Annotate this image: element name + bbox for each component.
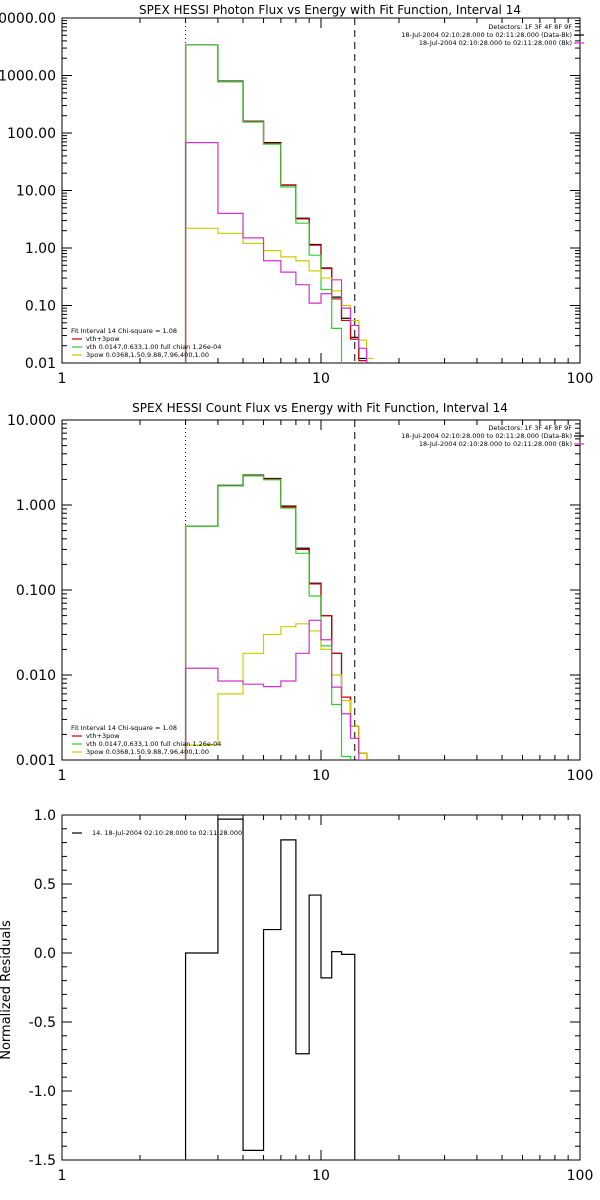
residuals-y-tick-label: 0.5 — [34, 877, 56, 893]
photon-y-tick-label: 0.01 — [25, 356, 56, 372]
photon-legend-bottom-3: 3pow 0.0368,1.50,9.88,7.96,400,1.00 — [86, 351, 209, 359]
photon-x-tick-label: 100 — [567, 371, 594, 387]
count-legend-top-0: 18-Jul-2004 02:10:28.000 to 02:11:28.000… — [401, 432, 572, 440]
residuals-y-tick-label: -1.5 — [29, 1153, 56, 1169]
count-legend-bottom-1: vth+3pow — [86, 732, 120, 740]
residuals-plot-frame — [61, 814, 581, 1161]
photon-y-tick-label: 100.00 — [7, 126, 56, 142]
residuals-y-tick-label: -0.5 — [29, 1015, 56, 1031]
photon-series-data-bk — [184, 44, 368, 363]
count-plot-content: 1 10 100 0.001 0.010 0.100 1.000 10.000 — [7, 413, 594, 784]
residuals-x-tick-label: 100 — [567, 1168, 594, 1184]
count-flux-panel: SPEX HESSI Count Flux vs Energy with Fit… — [7, 401, 594, 784]
photon-y-tick-label: 10000.00 — [0, 11, 56, 27]
count-x-tick-label: 100 — [567, 768, 594, 784]
count-series-data-bk — [184, 474, 368, 760]
photon-chart-title: SPEX HESSI Photon Flux vs Energy with Fi… — [139, 3, 521, 17]
photon-plot-frame — [61, 17, 581, 364]
residuals-y-tick-label: 1.0 — [34, 808, 56, 824]
residuals-y-tick-label: 0.0 — [34, 946, 56, 962]
photon-series-vth — [184, 44, 343, 363]
photon-x-tick-label: 10 — [312, 371, 330, 387]
photon-series-3pow — [184, 227, 374, 363]
residuals-y-axis-label: Normalized Residuals — [0, 920, 14, 1060]
count-series-3pow — [184, 623, 368, 760]
photon-legend-top-1: 18-Jul-2004 02:10:28.000 to 02:11:28.000… — [419, 39, 572, 47]
residuals-x-tick-label: 1 — [58, 1168, 67, 1184]
residuals-series-residuals — [184, 818, 356, 1160]
photon-detectors-label: Detectors: 1F 3F 4F 8F 9F — [488, 23, 572, 31]
residuals-x-tick-label: 10 — [312, 1168, 330, 1184]
photon-y-tick-label: 0.10 — [25, 299, 56, 315]
count-legend-top-1: 18-Jul-2004 02:10:28.000 to 02:11:28.000… — [419, 440, 572, 448]
count-detectors-label: Detectors: 1F 3F 4F 8F 9F — [488, 424, 572, 432]
photon-legend-bottom-1: vth+3pow — [86, 335, 120, 343]
count-y-tick-label: 0.010 — [16, 668, 56, 684]
residuals-legend-0: 14. 18-Jul-2004 02:10:28.000 to 02:11:28… — [92, 829, 242, 837]
residuals-panel: 1 10 100 -1.5 -1.0 -0.5 0.0 0.5 1.0 Normalized R… — [0, 808, 594, 1184]
photon-y-tick-label: 10.00 — [16, 184, 56, 200]
count-y-tick-label: 10.000 — [7, 413, 56, 429]
count-legend-bottom-2: vth 0.0147,0.633,1.00 full chian 1.26e-0… — [86, 740, 221, 748]
photon-y-tick-label: 1.00 — [25, 241, 56, 257]
count-legend-bottom-3: 3pow 0.0368,1.50,9.88,7.96,400,1.00 — [86, 748, 209, 756]
count-chart-title: SPEX HESSI Count Flux vs Energy with Fit… — [132, 401, 508, 415]
count-y-tick-label: 0.001 — [16, 753, 56, 769]
photon-plot-content: 1 10 100 0.01 0.10 1.00 10.00 100.00 1000.00 1000… — [0, 11, 593, 387]
photon-legend-bottom-2: vth 0.0147,0.633,1.00 full chian 1.26e-0… — [86, 343, 221, 351]
photon-series-bk — [184, 142, 368, 363]
count-x-tick-label: 1 — [58, 768, 67, 784]
count-y-tick-label: 1.000 — [16, 498, 56, 514]
residuals-y-tick-label: -1.0 — [29, 1084, 56, 1100]
photon-legend-bottom-0: Fit Interval 14 Chi-square = 1.08 — [71, 327, 177, 335]
photon-y-tick-label: 1000.00 — [0, 69, 56, 85]
count-y-tick-label: 0.100 — [16, 583, 56, 599]
count-legend-bottom-0: Fit Interval 14 Chi-square = 1.08 — [71, 724, 177, 732]
photon-legend-top-0: 18-Jul-2004 02:10:28.000 to 02:11:28.000… — [401, 31, 572, 39]
count-series-bk — [184, 619, 368, 760]
count-x-tick-label: 10 — [312, 768, 330, 784]
photon-series-vth-3pow — [184, 44, 368, 363]
photon-flux-panel: SPEX HESSI Photon Flux vs Energy with Fi… — [0, 3, 593, 387]
count-series-vth — [184, 475, 352, 760]
residuals-plot-content: 1 10 100 -1.5 -1.0 -0.5 0.0 0.5 1.0 — [29, 808, 594, 1184]
photon-x-tick-label: 1 — [58, 371, 67, 387]
